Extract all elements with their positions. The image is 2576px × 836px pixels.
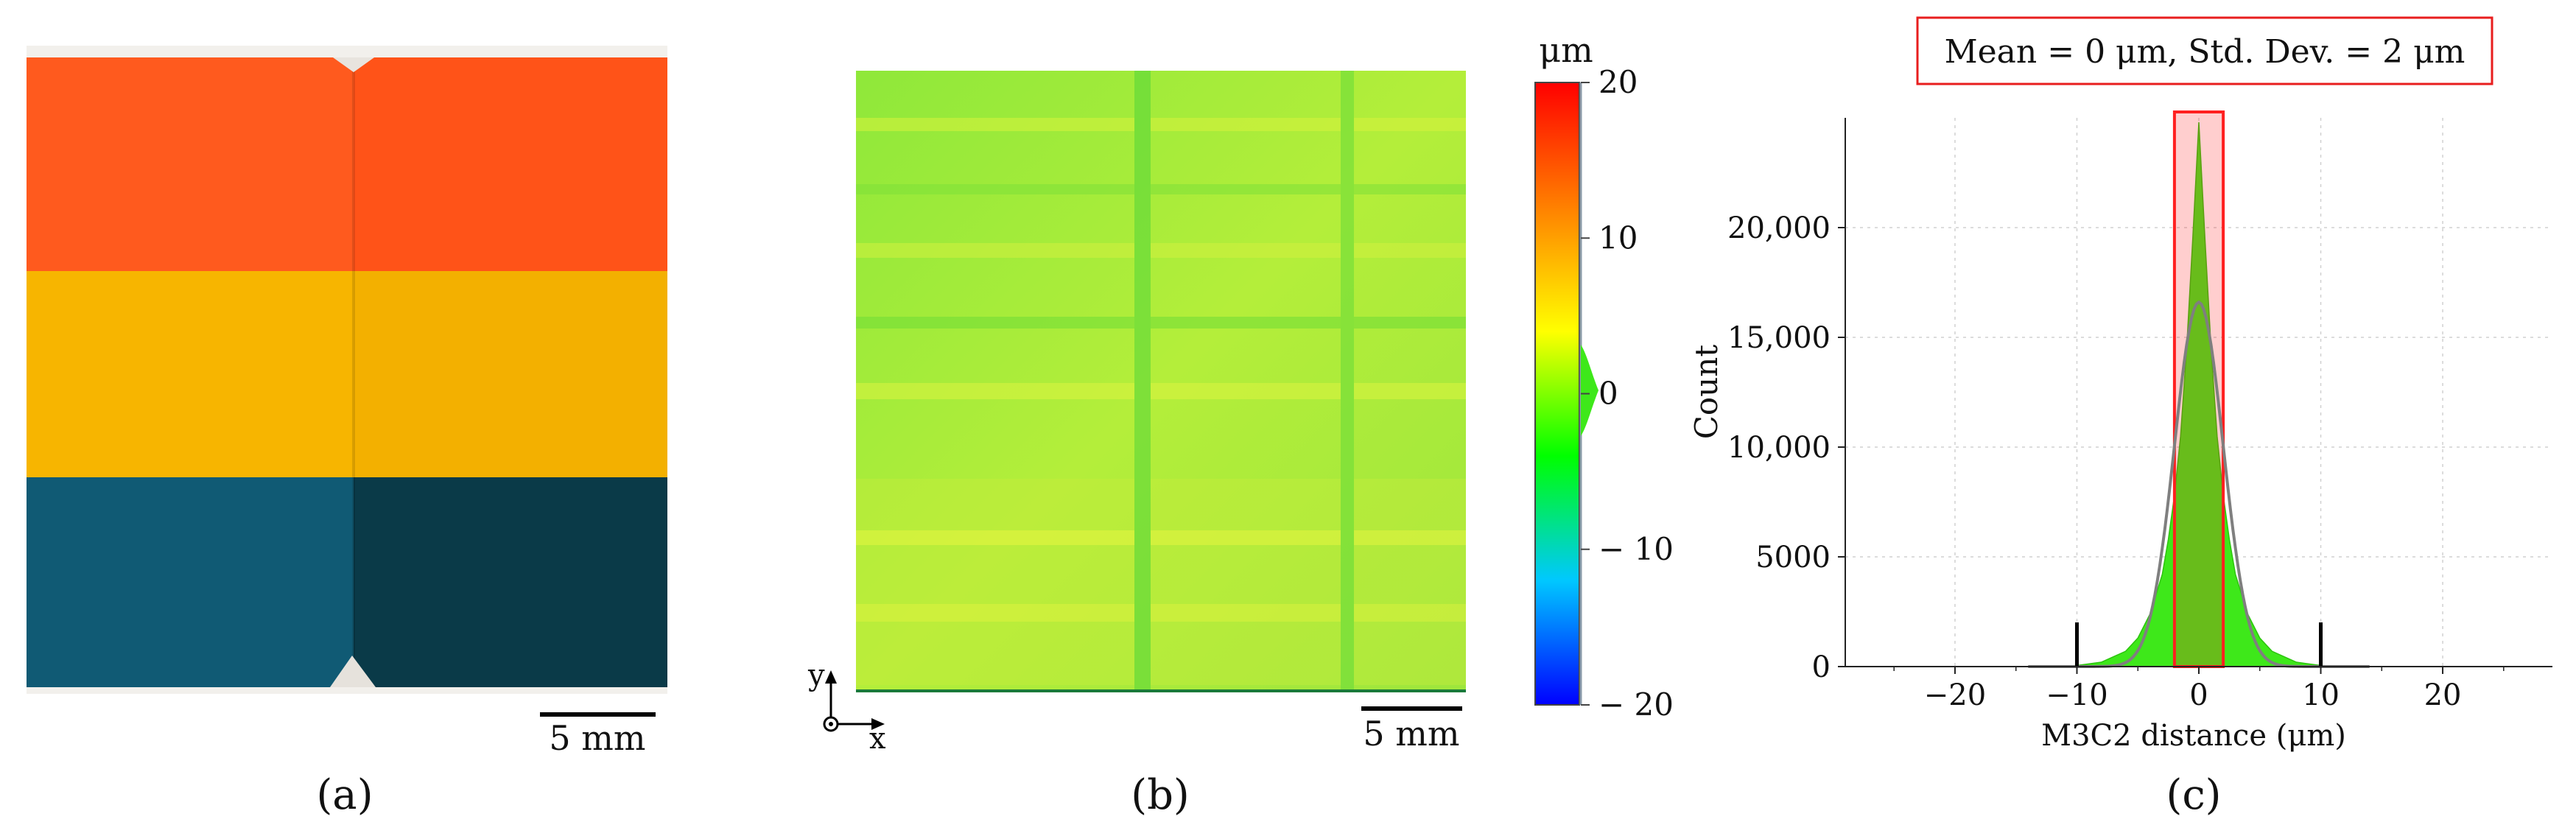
colorbar-tick-label: 20 [1598,64,1638,100]
x-tick-label: −20 [1924,678,1986,712]
panel-c: Mean = 0 μm, Std. Dev. = 2 μm −20 −10 0 10 2… [1688,16,2552,819]
colorbar-unit: μm [1539,30,1593,70]
colorbar-tick-label: − 10 [1598,531,1674,567]
caption-b: (b) [1131,771,1190,819]
stripe-blue-left [27,477,354,687]
histogram-plot: −20 −10 0 10 20 0 5000 10,000 15,000 20,000 [1727,110,2552,712]
colorbar-histogram [1581,345,1598,436]
colorbar [1534,82,1580,706]
stripe-blue-right [354,477,667,687]
y-tick-label: 15,000 [1727,321,1831,355]
x-axis-label: M3C2 distance (μm) [2041,719,2346,753]
colorbar-tick-label: 10 [1598,219,1638,256]
y-tick-label: 10,000 [1727,431,1831,465]
x-tick-label: 10 [2302,678,2340,712]
colorbar-ticks: 20 10 0 − 10 − 20 [1581,64,1674,723]
y-tick-label: 20,000 [1727,211,1831,245]
axis-y-label: y [807,658,825,692]
notch-bottom [330,656,376,687]
axis-indicator: y x [807,658,886,756]
y-tick-label: 5000 [1755,541,1831,575]
colorbar-tick-label: − 20 [1598,686,1674,723]
scale-bar-label-b: 5 mm [1363,714,1459,754]
x-tick-label: 0 [2189,678,2208,712]
y-tick-label: 0 [1812,650,1831,684]
y-axis-label: Count [1688,345,1724,440]
x-tick-label: 20 [2424,678,2462,712]
axis-x-label: x [869,722,886,756]
panel-b: y x 5 mm μm 20 10 0 − 10 − 20 (b) [807,30,1674,819]
scale-bar-label-a: 5 mm [549,718,645,758]
panel-a: 5 mm (a) [27,46,667,819]
x-tick-label: −10 [2046,678,2108,712]
histogram-fill [2052,122,2345,667]
stripe-yellow-right-shade [354,271,667,477]
notch-top [333,57,374,72]
caption-a: (a) [316,771,373,819]
legend-text: Mean = 0 μm, Std. Dev. = 2 μm [1945,33,2466,71]
map-texture [856,71,1466,691]
highlight-range [2172,110,2225,668]
caption-c: (c) [2166,771,2221,819]
distance-map [856,71,1466,691]
colorbar-tick-label: 0 [1598,376,1618,412]
legend-box [1916,16,2493,85]
stripe-orange-right-shade [354,57,667,271]
